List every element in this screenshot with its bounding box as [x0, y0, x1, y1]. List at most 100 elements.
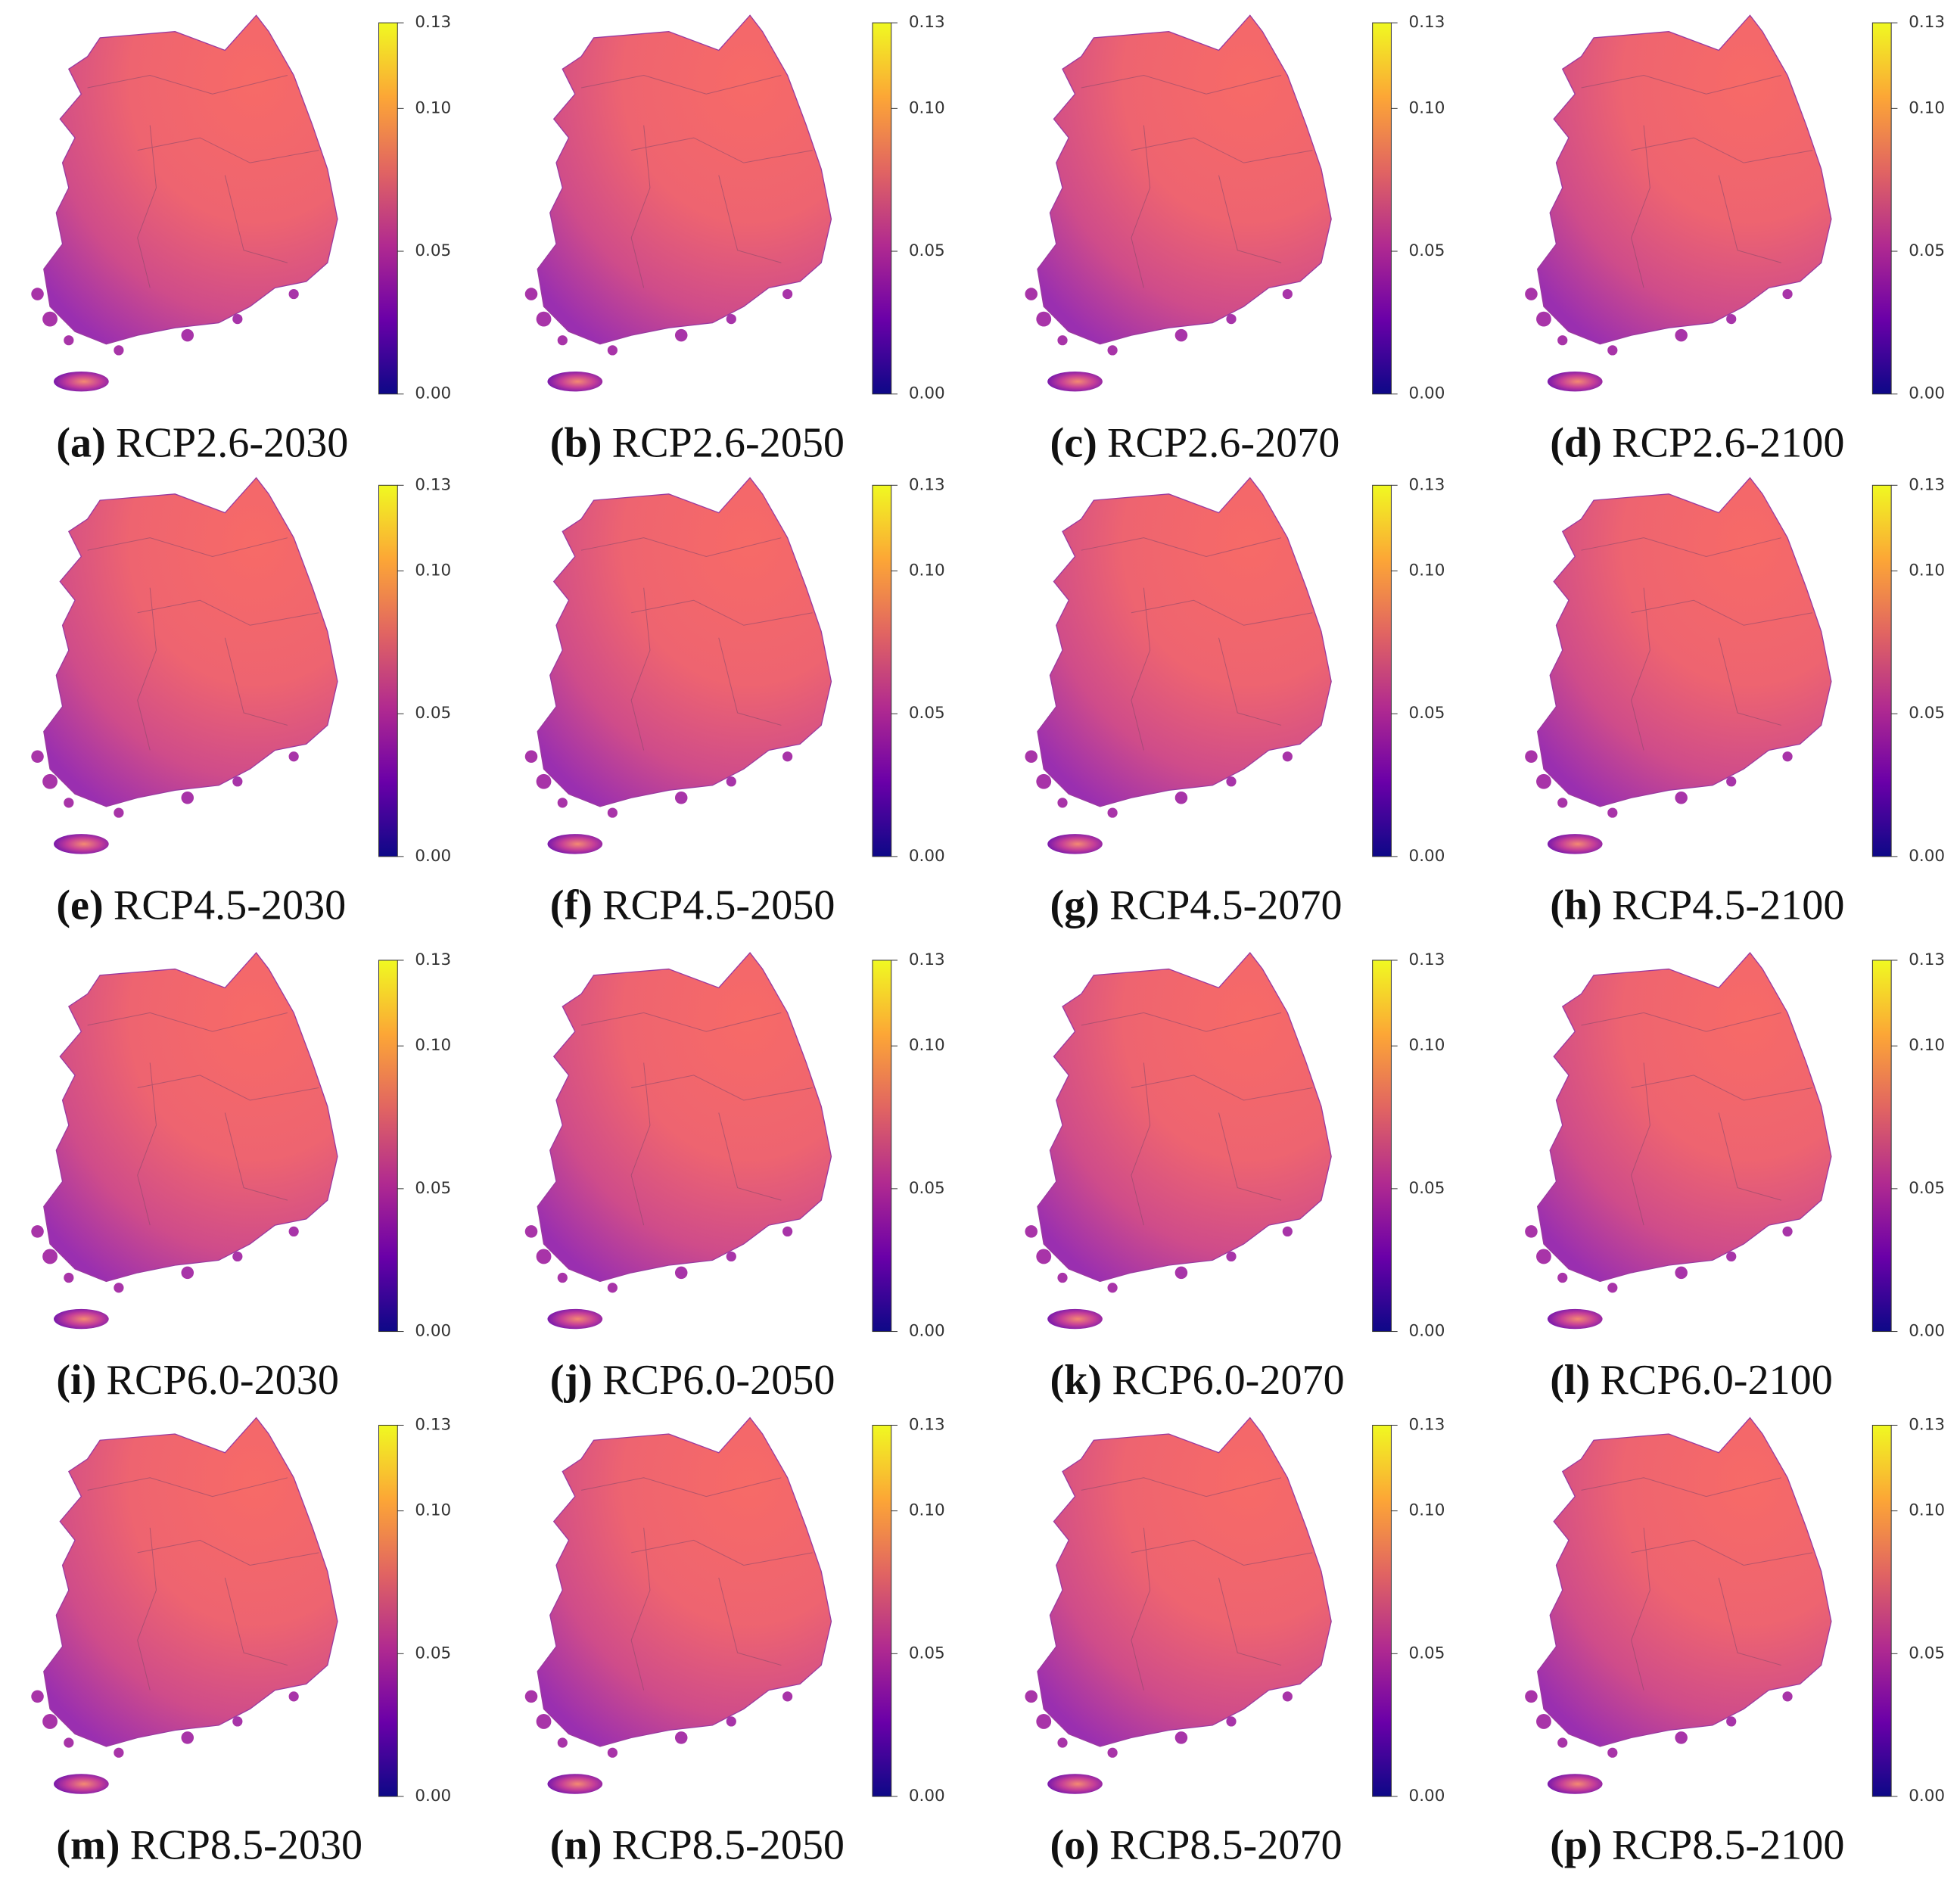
mainland-map	[1037, 477, 1332, 807]
island	[1726, 1716, 1737, 1727]
panel-caption: (j) RCP6.0-2050	[550, 1357, 835, 1404]
panel-tag: (j)	[550, 1357, 593, 1404]
island	[1536, 1249, 1551, 1264]
island	[1675, 1266, 1688, 1280]
island	[1282, 751, 1293, 762]
island	[1226, 314, 1237, 325]
island	[31, 1690, 44, 1703]
province-borders	[1581, 74, 1813, 288]
island	[1726, 776, 1737, 787]
mainland-map	[1536, 477, 1832, 807]
jeju-map	[54, 834, 109, 854]
colorbar-tick-label: 0.05	[909, 704, 945, 723]
island	[1557, 1737, 1568, 1748]
island	[1025, 1690, 1038, 1703]
panel-caption: (m) RCP8.5-2030	[56, 1822, 362, 1869]
island	[288, 1691, 299, 1702]
colorbar-tick-label: 0.05	[909, 1644, 945, 1662]
panel-caption: (i) RCP6.0-2030	[56, 1357, 339, 1404]
island	[114, 807, 124, 818]
island	[1675, 791, 1688, 804]
panel: 0.00 0.05 0.10 0.13 (b) RCP2.6-2050	[524, 13, 945, 466]
island	[1107, 1283, 1118, 1293]
panel-title: RCP8.5-2100	[1612, 1822, 1844, 1869]
colorbar-tick-label: 0.13	[1409, 950, 1445, 969]
island	[607, 1747, 618, 1758]
island	[1036, 311, 1052, 327]
colorbar	[872, 484, 892, 857]
island	[1607, 1283, 1618, 1293]
island	[524, 750, 538, 763]
colorbar-tick-label: 0.05	[1409, 704, 1445, 723]
colorbar-tick-label: 0.10	[909, 1501, 945, 1520]
province-borders	[87, 537, 319, 751]
panel-tag: (d)	[1550, 419, 1602, 466]
colorbar	[1372, 484, 1392, 857]
colorbar	[1871, 960, 1892, 1333]
panel-title: RCP4.5-2070	[1109, 882, 1342, 928]
colorbar-tick-label: 0.05	[909, 241, 945, 260]
panel: 0.00 0.05 0.10 0.13 (f) RCP4.5-2050	[524, 475, 945, 928]
panel-caption: (f) RCP4.5-2050	[550, 882, 835, 928]
panel-caption: (l) RCP6.0-2100	[1550, 1357, 1833, 1404]
island	[232, 1251, 243, 1262]
jeju-map	[1047, 834, 1103, 854]
colorbar-tick-label: 0.05	[909, 1179, 945, 1198]
panel: 0.00 0.05 0.10 0.13 (c) RCP2.6-2070	[1025, 13, 1445, 466]
colorbar-tick-label: 0.05	[1409, 1179, 1445, 1198]
panel-title: RCP2.6-2050	[612, 419, 845, 466]
mainland-map	[1037, 14, 1332, 345]
panel-tag: (o)	[1050, 1822, 1100, 1869]
island	[1174, 328, 1188, 342]
province-borders	[1581, 537, 1813, 751]
island	[524, 1225, 538, 1238]
island	[782, 751, 793, 762]
colorbar-tick-label: 0.10	[1409, 1501, 1445, 1520]
panel-caption: (k) RCP6.0-2070	[1050, 1357, 1345, 1404]
colorbar	[1372, 1424, 1392, 1797]
island	[1282, 1691, 1293, 1702]
colorbar-tick-label: 0.10	[415, 98, 451, 117]
island	[524, 288, 538, 300]
colorbar-tick-label: 0.13	[415, 950, 451, 969]
island	[42, 1249, 58, 1264]
colorbar-tick-label: 0.13	[1409, 1415, 1445, 1434]
colorbar-tick-label: 0.00	[909, 1322, 945, 1341]
panel-tag: (p)	[1550, 1822, 1602, 1869]
island	[31, 1225, 44, 1238]
island	[674, 791, 688, 804]
panel: 0.00 0.05 0.10 0.13 (o) RCP8.5-2070	[1025, 1415, 1445, 1869]
panel-caption: (p) RCP8.5-2100	[1550, 1822, 1844, 1869]
island	[1525, 1690, 1538, 1703]
panel-caption: (a) RCP2.6-2030	[56, 419, 348, 466]
jeju-map	[547, 1308, 603, 1330]
island	[31, 288, 44, 300]
colorbar-tick-label: 0.00	[909, 847, 945, 866]
colorbar-tick-label: 0.00	[415, 1787, 451, 1806]
island	[1025, 750, 1038, 763]
colorbar-tick-label: 0.05	[1409, 241, 1445, 260]
colorbar-tick-label: 0.00	[1409, 1787, 1445, 1806]
colorbar-tick-label: 0.10	[1909, 1501, 1945, 1520]
island	[607, 1283, 618, 1293]
colorbar-tick-label: 0.00	[415, 847, 451, 866]
panel-title: RCP8.5-2070	[1109, 1822, 1342, 1869]
colorbar-tick-label: 0.10	[1909, 98, 1945, 117]
island	[1282, 288, 1293, 300]
panel-title: RCP4.5-2030	[114, 882, 346, 928]
panel: 0.00 0.05 0.10 0.13 (g) RCP4.5-2070	[1025, 475, 1445, 928]
island	[1057, 335, 1068, 346]
province-borders	[87, 1012, 319, 1226]
island	[1675, 1731, 1688, 1744]
colorbar-tick-label: 0.13	[909, 950, 945, 969]
province-borders	[1581, 1012, 1813, 1226]
colorbar-tick-label: 0.13	[1909, 950, 1945, 969]
colorbar	[872, 960, 892, 1333]
jeju-map	[1547, 1308, 1603, 1330]
island	[557, 335, 568, 346]
island	[1107, 807, 1118, 818]
island	[1057, 798, 1068, 808]
province-borders	[1081, 537, 1313, 751]
island	[1557, 335, 1568, 346]
colorbar-tick-label: 0.10	[909, 1036, 945, 1055]
